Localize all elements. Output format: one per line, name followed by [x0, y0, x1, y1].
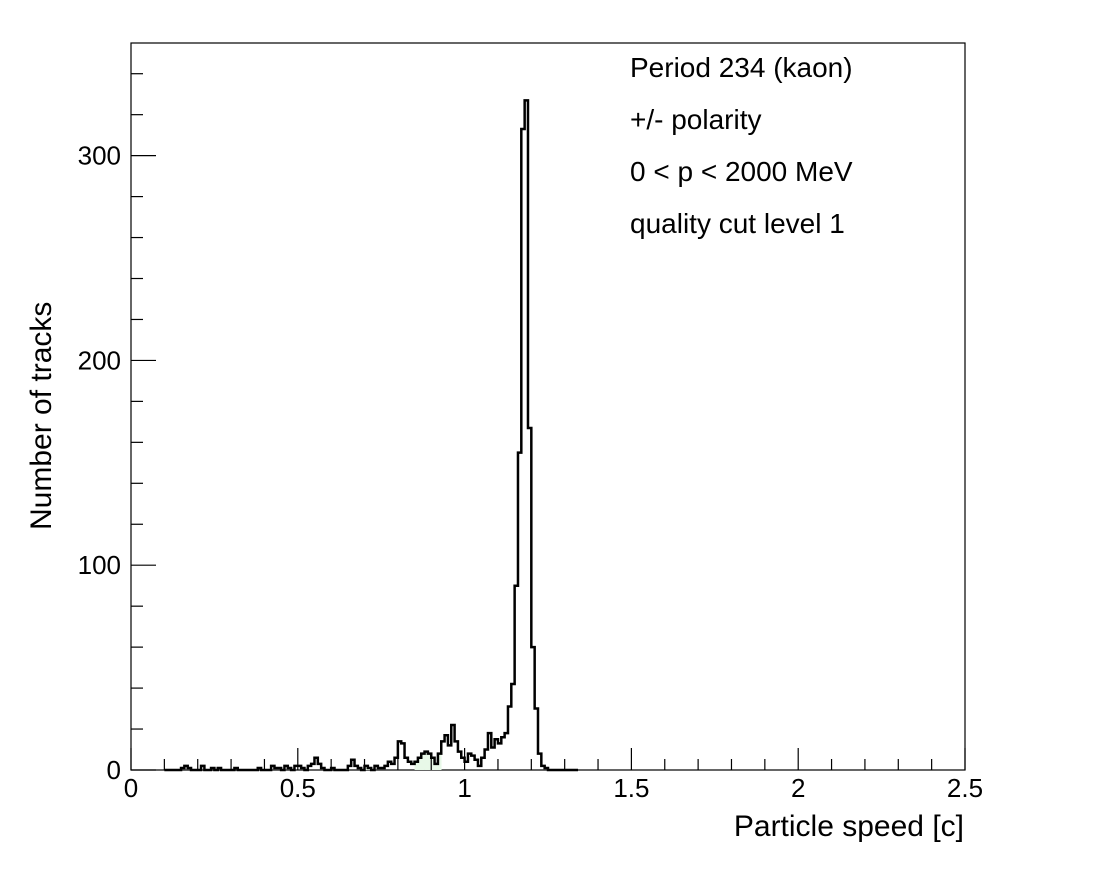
x-tick-label: 1.5: [613, 773, 649, 803]
histogram-bin-fill: [437, 753, 442, 770]
y-tick-label: 300: [78, 141, 121, 171]
annotation-period: Period 234 (kaon): [630, 52, 853, 83]
x-axis-title: Particle speed [c]: [734, 810, 964, 843]
histogram-bin: [505, 733, 508, 770]
histogram-bin-fill: [431, 757, 435, 770]
y-tick-label: 100: [78, 550, 121, 580]
x-tick-label: 2.5: [947, 773, 983, 803]
histogram-bin: [491, 747, 494, 770]
y-axis-title: Number of tracks: [25, 302, 58, 530]
histogram-bin-fill: [364, 765, 369, 770]
histogram-bin-fill: [424, 751, 429, 770]
histogram-bin-fill: [421, 753, 425, 770]
histogram-bin: [448, 745, 451, 770]
histogram-outline: [164, 99, 579, 772]
y-tick-label: 0: [107, 755, 121, 785]
histogram-bin-fill: [434, 763, 439, 770]
histogram-bin-fill: [414, 761, 419, 770]
y-tick-label: 200: [78, 345, 121, 375]
annotation-quality-cut: quality cut level 1: [630, 208, 845, 239]
x-tick-label: 0: [124, 773, 138, 803]
annotation-polarity: +/- polarity: [630, 104, 762, 135]
x-tick-label: 2: [791, 773, 805, 803]
histogram-bin-fill: [417, 757, 422, 770]
histogram-bin-fill: [427, 753, 432, 770]
x-axis-ticks: 0 0.5 1 1.5 2 2.5: [124, 748, 983, 803]
x-tick-label: 0.5: [280, 773, 316, 803]
y-axis-ticks: 0 100 200 300: [78, 73, 156, 785]
plot-frame: [130, 42, 966, 771]
histogram-bars-layer: [181, 100, 548, 770]
annotation-momentum: 0 < p < 2000 MeV: [630, 156, 853, 187]
x-tick-label: 1: [457, 773, 471, 803]
